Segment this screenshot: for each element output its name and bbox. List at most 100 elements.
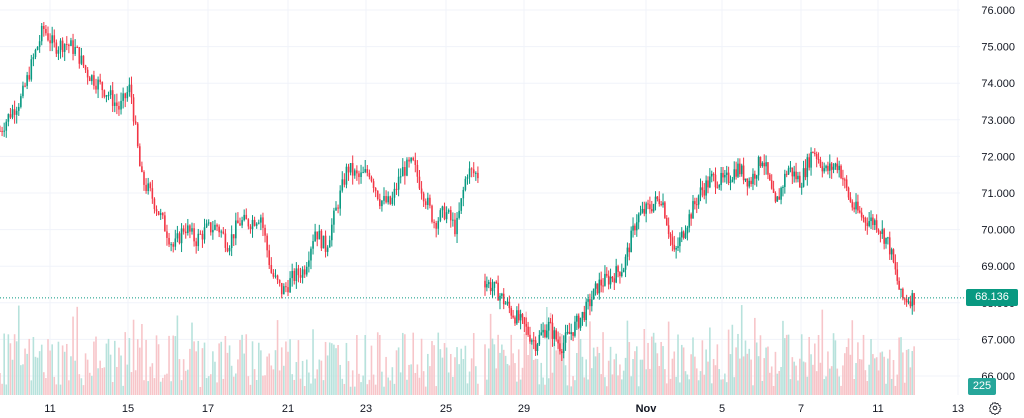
candle-body bbox=[166, 231, 168, 238]
y-axis[interactable]: 76.000 75.000 74.000 73.000 72.000 71.000 70.0… bbox=[981, 5, 1015, 383]
candle-body bbox=[295, 268, 298, 281]
candle-body bbox=[55, 42, 58, 54]
candle-body bbox=[68, 44, 70, 46]
volume-bar bbox=[682, 347, 685, 395]
candle-body bbox=[660, 204, 662, 206]
volume-bar bbox=[514, 363, 516, 395]
volume-bar bbox=[17, 305, 20, 395]
volume-bar bbox=[620, 379, 623, 395]
volume-bar bbox=[686, 374, 689, 395]
candle-body bbox=[527, 326, 529, 335]
volume-bar bbox=[671, 358, 674, 395]
candle-body bbox=[59, 40, 62, 50]
candle-body bbox=[257, 222, 260, 224]
candle-body bbox=[902, 288, 904, 299]
candle-body bbox=[591, 299, 593, 307]
candle-body bbox=[431, 205, 433, 222]
candle-body bbox=[555, 330, 558, 340]
volume-bar bbox=[253, 369, 256, 395]
candle-body bbox=[264, 227, 266, 236]
candle-body bbox=[393, 188, 396, 198]
candle-body bbox=[72, 40, 74, 54]
volume-bar bbox=[542, 377, 544, 395]
volume-bar bbox=[782, 320, 784, 395]
volume-bar bbox=[557, 341, 559, 395]
candle-body bbox=[358, 173, 360, 177]
volume-bar bbox=[836, 368, 839, 395]
volume-bar bbox=[600, 374, 602, 395]
candle-body bbox=[626, 247, 629, 257]
gear-icon[interactable] bbox=[988, 401, 1002, 415]
volume-bar bbox=[903, 382, 906, 395]
candle-body bbox=[149, 183, 152, 189]
volume-bar bbox=[124, 332, 127, 395]
volume-bar bbox=[49, 350, 51, 395]
candle-body bbox=[126, 92, 129, 99]
volume-bar bbox=[93, 341, 95, 395]
volume-bar bbox=[224, 336, 227, 395]
candle-body bbox=[531, 340, 533, 342]
volume-bar bbox=[159, 381, 162, 395]
x-tick-label: 17 bbox=[202, 403, 214, 415]
volume-bar bbox=[613, 359, 616, 395]
candle-body bbox=[521, 314, 524, 318]
x-axis[interactable]: 11 15 17 21 23 25 29 Nov 5 7 11 13 bbox=[44, 403, 964, 415]
volume-bar bbox=[812, 364, 814, 395]
candle-body bbox=[499, 295, 501, 301]
volume-bar bbox=[293, 379, 296, 395]
candle-body bbox=[43, 25, 45, 30]
volume-bar bbox=[26, 353, 28, 395]
candle-body bbox=[397, 176, 400, 190]
candle-body bbox=[780, 187, 782, 200]
candle-body bbox=[161, 213, 164, 216]
volume-bar bbox=[116, 366, 118, 395]
volume-bar bbox=[701, 340, 704, 395]
candle-body bbox=[752, 173, 754, 185]
volume-bar bbox=[857, 342, 859, 395]
volume-bar bbox=[187, 369, 189, 395]
candle-body bbox=[637, 214, 640, 223]
volume-bar bbox=[592, 347, 595, 395]
volume-bar bbox=[879, 352, 882, 395]
candle-body bbox=[331, 224, 333, 241]
x-tick-label: 29 bbox=[518, 403, 530, 415]
volume-bar bbox=[437, 332, 440, 395]
volume-bar bbox=[778, 370, 781, 395]
volume-bar bbox=[540, 362, 543, 395]
volume-bar bbox=[101, 368, 104, 395]
volume-bar bbox=[43, 372, 45, 395]
candle-body bbox=[684, 233, 687, 238]
candle-body bbox=[755, 175, 758, 179]
volume-bar bbox=[385, 356, 387, 395]
candle-body bbox=[495, 281, 498, 283]
volume-bar bbox=[99, 360, 101, 395]
volume-bar bbox=[577, 312, 580, 395]
candle-body bbox=[464, 178, 467, 190]
volume-bar bbox=[447, 372, 450, 395]
volume-bar bbox=[439, 349, 442, 395]
volume-bar bbox=[456, 347, 458, 395]
volume-bar bbox=[913, 346, 915, 395]
candle-body bbox=[652, 203, 655, 212]
candle-body bbox=[686, 227, 689, 234]
candle-body bbox=[607, 275, 610, 285]
candle-body bbox=[510, 308, 513, 316]
candle-body bbox=[907, 301, 910, 303]
volume-bar bbox=[136, 339, 139, 395]
candle-body bbox=[276, 275, 279, 280]
candle-body bbox=[212, 229, 214, 233]
candle-body bbox=[452, 219, 454, 221]
volume-bar bbox=[885, 383, 887, 395]
candle-body bbox=[237, 220, 239, 224]
volume-bar bbox=[875, 357, 878, 395]
candle-body bbox=[310, 248, 312, 261]
volume-bar bbox=[868, 364, 870, 395]
candle-body bbox=[532, 340, 535, 342]
candle-body bbox=[116, 102, 118, 106]
volume-bar bbox=[735, 347, 737, 395]
volume-bar bbox=[628, 342, 631, 395]
volume-bar bbox=[356, 335, 358, 395]
volume-bar bbox=[647, 342, 649, 395]
volume-bar bbox=[399, 372, 402, 395]
